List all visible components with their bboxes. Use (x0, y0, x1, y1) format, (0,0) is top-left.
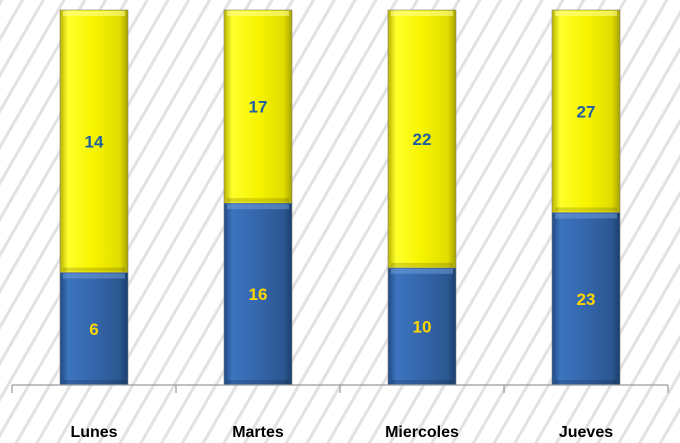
category-label-martes: Martes (232, 424, 284, 441)
bar-series-2-lunes (59, 9, 129, 273)
bar-bevel-series-1-martes (227, 204, 289, 210)
data-label-series-2-lunes: 14 (85, 132, 104, 151)
bar-shade-series-1-martes (227, 380, 289, 384)
data-label-series-1-lunes: 6 (89, 320, 98, 339)
bar-shade-series-2-miercoles (391, 262, 453, 267)
bar-shade-series-2-jueves (555, 207, 617, 212)
category-label-miercoles: Miercoles (385, 424, 459, 441)
data-label-series-1-martes: 16 (249, 285, 268, 304)
data-label-series-2-miercoles: 22 (413, 130, 432, 149)
bar-bevel-series-1-miercoles (391, 268, 453, 274)
bar-shade-series-1-miercoles (391, 380, 453, 384)
bar-bevel-series-2-miercoles (391, 11, 453, 16)
bar-shade-series-2-lunes (63, 267, 125, 272)
data-label-series-2-martes: 17 (249, 98, 268, 117)
bar-series-1-martes (223, 202, 293, 386)
data-label-series-1-miercoles: 10 (413, 317, 432, 336)
data-label-series-2-jueves: 27 (577, 102, 596, 121)
bar-bevel-series-1-jueves (555, 213, 617, 219)
bar-series-2-miercoles (387, 9, 457, 269)
bar-series-2-martes (223, 9, 293, 204)
bar-series-1-jueves (551, 212, 621, 386)
category-label-lunes: Lunes (70, 424, 117, 441)
bar-bevel-series-2-jueves (555, 11, 617, 16)
bar-shade-series-2-martes (227, 198, 289, 203)
bar-series-2-jueves (551, 9, 621, 213)
category-label-jueves: Jueves (559, 424, 613, 441)
bar-bevel-series-1-lunes (63, 273, 125, 279)
bar-bevel-series-2-martes (227, 11, 289, 16)
bar-shade-series-1-lunes (63, 380, 125, 384)
bar-shade-series-1-jueves (555, 380, 617, 384)
bar-bevel-series-2-lunes (63, 11, 125, 16)
bar-series-1-lunes (59, 272, 129, 386)
data-label-series-1-jueves: 23 (577, 290, 596, 309)
